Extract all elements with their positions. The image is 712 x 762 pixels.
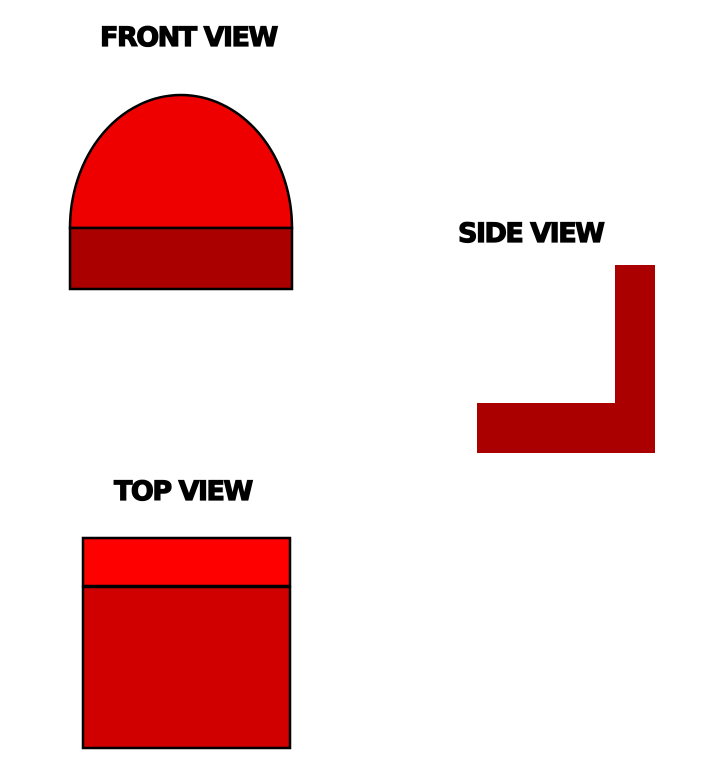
side-view-label: SIDE VIEW: [457, 218, 605, 249]
top-view-front-strip: [81, 536, 292, 588]
side-view: [477, 265, 655, 453]
side-view-l-shape: [477, 265, 655, 453]
top-view-body: [81, 585, 292, 750]
top-view-label: TOP VIEW: [113, 476, 253, 507]
front-view-base: [68, 226, 294, 291]
front-view: [68, 93, 294, 291]
top-view: [81, 536, 292, 750]
front-view-label: FRONT VIEW: [99, 22, 278, 53]
front-view-dome: [68, 93, 294, 230]
